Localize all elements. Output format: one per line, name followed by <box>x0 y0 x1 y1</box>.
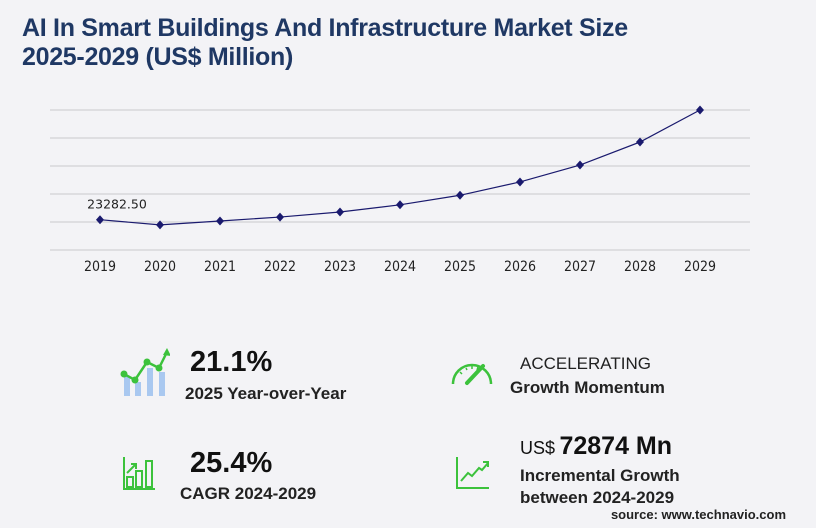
incremental-label-1: Incremental Growth <box>520 466 680 485</box>
x-tick-label: 2025 <box>444 259 476 275</box>
x-tick-label: 2027 <box>564 259 596 275</box>
chart-title: AI In Smart Buildings And Infrastructure… <box>22 14 628 72</box>
data-point <box>96 215 104 225</box>
yoy-label: 2025 Year-over-Year <box>185 384 347 403</box>
data-point <box>516 177 524 187</box>
x-tick-label: 2023 <box>324 259 356 275</box>
title-line-2: 2025-2029 (US$ Million) <box>22 43 293 71</box>
yoy-value: 21.1% <box>190 346 273 378</box>
data-point <box>396 200 404 210</box>
momentum-value: ACCELERATING <box>520 354 651 373</box>
currency-prefix: US$ <box>520 438 556 458</box>
incremental-value: US$ 72874 Mn <box>520 432 672 461</box>
data-point <box>276 212 284 222</box>
incremental-label-2: between 2024-2029 <box>520 488 675 507</box>
x-tick-label: 2029 <box>684 259 716 275</box>
x-tick-label: 2021 <box>204 259 236 275</box>
trend-up-icon <box>456 457 489 489</box>
line-chart: 2019 2020 2021 2022 2023 2024 2025 2026 2027 2028… <box>50 105 750 275</box>
speedometer-icon <box>451 363 493 385</box>
x-tick-label: 2024 <box>384 259 416 275</box>
data-point <box>636 137 644 147</box>
momentum-label: Growth Momentum <box>510 378 665 397</box>
bar-growth-icon <box>123 457 155 490</box>
x-tick-label: 2028 <box>624 259 656 275</box>
data-point <box>216 216 224 226</box>
title-line-1: AI In Smart Buildings And Infrastructure… <box>22 14 628 42</box>
data-point <box>456 190 464 200</box>
x-tick-label: 2019 <box>84 259 116 275</box>
incremental-amount: 72874 Mn <box>559 432 673 460</box>
data-label: 23282.50 <box>87 197 147 212</box>
x-tick-label: 2020 <box>144 259 176 275</box>
x-tick-label: 2026 <box>504 259 536 275</box>
data-point <box>156 220 164 230</box>
x-tick-label: 2022 <box>264 259 296 275</box>
data-point <box>576 160 584 170</box>
source-text: source: www.technavio.com <box>610 507 786 522</box>
growth-chart-icon <box>120 348 170 396</box>
data-point <box>336 207 344 217</box>
cagr-label: CAGR 2024-2029 <box>180 484 317 503</box>
data-point <box>696 105 704 115</box>
cagr-value: 25.4% <box>190 447 273 479</box>
